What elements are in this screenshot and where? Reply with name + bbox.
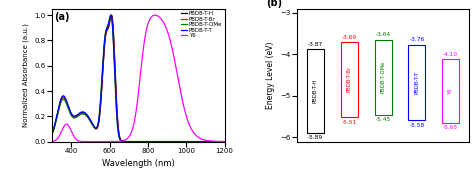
PBDB-T-H [123, 141, 128, 143]
Line: PBDB-T-H: PBDB-T-H [52, 15, 225, 142]
PBDB-T-H [69, 114, 74, 116]
Y6 [89, 141, 94, 143]
PBDB-T-H [222, 141, 228, 143]
PBDB-T-H [219, 141, 224, 143]
Line: Y6: Y6 [52, 15, 225, 142]
Text: -5.89: -5.89 [308, 135, 323, 140]
PBDB-T-T [108, 14, 114, 16]
PBDB-T-OMe [219, 141, 224, 143]
Y6 [79, 140, 85, 142]
PBDB-T-OMe [79, 113, 85, 115]
PBDB-T-OMe [222, 141, 228, 143]
Text: -5.58: -5.58 [409, 122, 425, 127]
Y6 [123, 139, 128, 141]
PBDB-T-Br [49, 133, 55, 135]
PBDB-T-Br [79, 112, 85, 115]
Text: -5.51: -5.51 [342, 120, 357, 125]
Y6 [152, 14, 158, 16]
Y6 [200, 138, 206, 141]
PBDB-T-T [116, 130, 121, 132]
Text: PBDB-T-Br: PBDB-T-Br [347, 66, 352, 92]
Bar [374, 39, 392, 115]
PBDB-T-T [79, 111, 85, 113]
PBDB-T-H [116, 127, 121, 129]
Text: PBDB-T-H: PBDB-T-H [313, 79, 318, 103]
PBDB-T-T [123, 141, 128, 143]
PBDB-T-T [219, 141, 224, 143]
Text: PBDB-T-T: PBDB-T-T [414, 71, 419, 94]
X-axis label: Wavelength (nm): Wavelength (nm) [102, 159, 175, 168]
PBDB-T-Br [123, 141, 128, 143]
Line: PBDB-T-Br: PBDB-T-Br [52, 15, 225, 142]
Y6 [69, 131, 74, 133]
PBDB-T-T [222, 141, 228, 143]
PBDB-T-H [79, 112, 85, 114]
Y-axis label: Energy Level (eV): Energy Level (eV) [266, 41, 275, 109]
PBDB-T-H [49, 133, 55, 135]
PBDB-T-OMe [123, 141, 128, 143]
PBDB-T-Br [69, 114, 74, 116]
PBDB-T-OMe [108, 14, 114, 16]
PBDB-T-Br [116, 129, 121, 131]
Text: (b): (b) [266, 0, 282, 7]
Line: PBDB-T-T: PBDB-T-T [52, 15, 225, 142]
PBDB-T-OMe [200, 141, 205, 143]
PBDB-T-Br [109, 14, 114, 16]
PBDB-T-H [200, 141, 205, 143]
Text: -3.87: -3.87 [308, 42, 323, 47]
Bar [341, 42, 358, 117]
Bar [307, 49, 324, 133]
Text: PBDB-T-OMe: PBDB-T-OMe [381, 61, 385, 93]
Y-axis label: Normalized Absorbance (a.u.): Normalized Absorbance (a.u.) [23, 23, 29, 127]
PBDB-T-T [200, 141, 205, 143]
PBDB-T-OMe [69, 115, 74, 117]
Y6 [222, 141, 228, 143]
Text: -3.69: -3.69 [342, 35, 357, 39]
Bar [409, 45, 425, 120]
Text: -5.45: -5.45 [375, 117, 391, 122]
Text: -4.10: -4.10 [443, 52, 458, 57]
Text: -3.64: -3.64 [375, 32, 391, 38]
Text: (a): (a) [54, 12, 69, 21]
Legend: PBDB-T-H, PBDB-T-Br, PBDB-T-OMe, PBDB-T-T, Y6: PBDB-T-H, PBDB-T-Br, PBDB-T-OMe, PBDB-T-… [180, 10, 223, 39]
PBDB-T-T [69, 113, 74, 115]
PBDB-T-Br [222, 141, 228, 143]
Bar [442, 59, 459, 123]
PBDB-T-H [109, 14, 114, 16]
PBDB-T-T [49, 132, 55, 135]
PBDB-T-OMe [49, 133, 55, 135]
Y6 [219, 140, 224, 142]
Line: PBDB-T-OMe: PBDB-T-OMe [52, 15, 225, 142]
Text: -5.65: -5.65 [443, 125, 458, 130]
Text: Y6: Y6 [448, 87, 453, 94]
Y6 [116, 140, 121, 142]
PBDB-T-Br [219, 141, 224, 143]
PBDB-T-Br [200, 141, 205, 143]
Y6 [49, 140, 55, 142]
PBDB-T-OMe [116, 132, 121, 134]
Text: -3.76: -3.76 [410, 38, 424, 42]
